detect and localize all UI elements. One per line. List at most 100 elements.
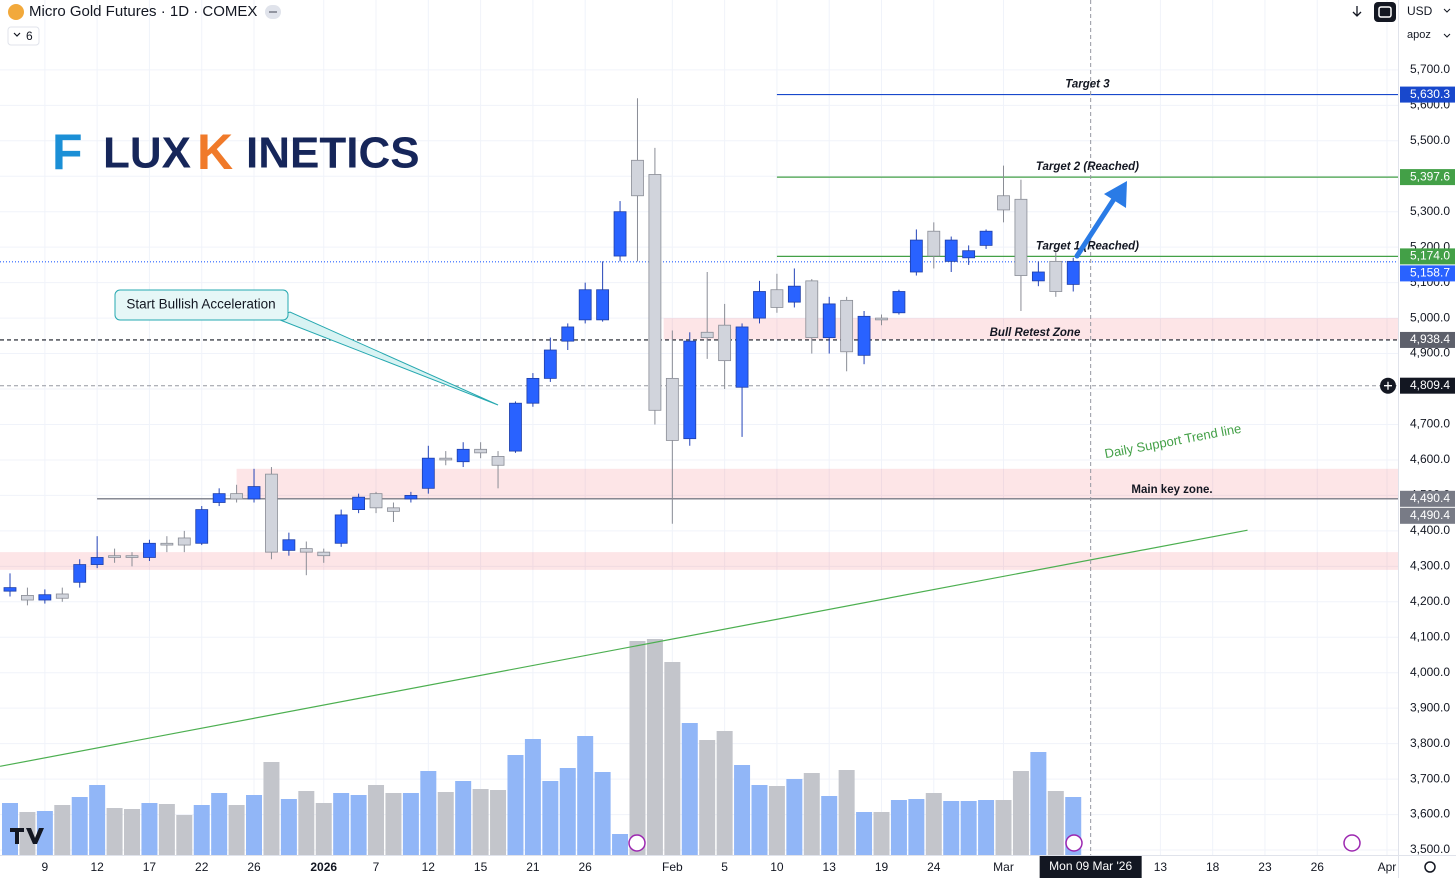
volume-bar	[71, 797, 88, 855]
y-tick-label: 5,300.0	[1410, 204, 1450, 218]
zone	[0, 552, 1398, 570]
candle-body	[509, 402, 522, 452]
event-icon[interactable]	[628, 834, 646, 852]
indicator-count: 6	[26, 29, 33, 43]
candle	[317, 548, 331, 563]
candle-body	[753, 291, 766, 319]
candle	[421, 445, 435, 494]
candle-body	[1049, 260, 1063, 292]
volume-bar	[1030, 752, 1047, 855]
volume-bar	[402, 793, 419, 855]
candle	[700, 271, 714, 359]
candle-body	[770, 289, 784, 308]
volume-bar	[838, 770, 855, 855]
volume-bar	[803, 773, 820, 855]
candle	[125, 552, 139, 567]
candle-body	[665, 377, 679, 441]
volume-bar	[472, 789, 489, 855]
trend-line	[0, 529, 1248, 767]
account[interactable]: apoz	[1407, 29, 1431, 41]
volume-bar	[106, 808, 123, 855]
candle	[1066, 257, 1080, 292]
candle-body	[177, 537, 191, 546]
volume-bar	[228, 805, 245, 855]
volume-bar	[751, 785, 768, 855]
candle	[299, 541, 313, 576]
volume-bar	[124, 809, 141, 855]
volume-bar	[54, 805, 71, 855]
volume-bar	[786, 779, 803, 855]
y-tick-label: 4,100.0	[1410, 629, 1450, 643]
event-icons	[628, 834, 1361, 852]
y-tick-label: 4,200.0	[1410, 594, 1450, 608]
volume-bar	[821, 796, 838, 855]
volume-bar	[646, 639, 663, 855]
download-icon[interactable]	[1352, 6, 1362, 17]
candle	[561, 323, 575, 351]
candle	[805, 279, 819, 354]
candle-body	[491, 456, 505, 466]
volume-bar	[350, 795, 367, 855]
x-tick-label: 7	[373, 860, 380, 874]
y-tick-label: 4,400.0	[1410, 523, 1450, 537]
candle	[631, 98, 644, 262]
price-label-bg	[1400, 248, 1455, 265]
candle-body	[3, 587, 17, 592]
candle-body	[334, 514, 348, 544]
symbol-title: Micro Gold Futures · 1D · COMEX	[29, 3, 257, 20]
volume-bar	[960, 801, 977, 855]
volume-bar	[437, 792, 454, 855]
volume-bar	[158, 804, 175, 855]
candle-body	[1066, 260, 1080, 285]
candle-body	[700, 331, 714, 339]
candle-body	[143, 542, 156, 558]
volume-bar	[141, 803, 158, 855]
x-tick-label: 2026	[310, 860, 337, 874]
logo-k: K	[197, 124, 233, 180]
candle-body	[1031, 271, 1045, 282]
volume	[2, 639, 1082, 855]
volume-bar	[873, 812, 890, 855]
price-label: 5,158.7	[1410, 266, 1450, 280]
candle	[474, 442, 488, 459]
x-tick-label: 26	[1311, 860, 1325, 874]
y-tick-label: 4,700.0	[1410, 417, 1450, 431]
level-label: Target 1 (Reached)	[1036, 240, 1139, 252]
event-icon[interactable]	[1065, 834, 1083, 852]
indicator-toggle[interactable]	[7, 26, 40, 46]
plus-icon	[1384, 381, 1392, 390]
x-tick-label: 19	[875, 860, 889, 874]
event-icon[interactable]	[1343, 834, 1361, 852]
screenshot-button[interactable]	[1374, 2, 1396, 22]
settings-icon[interactable]	[1424, 861, 1436, 873]
candle-body	[892, 291, 906, 314]
level-label: Target 3	[1065, 79, 1110, 91]
volume-bar	[629, 641, 646, 855]
candle	[456, 442, 470, 468]
volume-bar	[542, 781, 559, 855]
y-tick-label: 3,600.0	[1410, 807, 1450, 821]
candle-body	[613, 211, 627, 257]
volume-bar	[193, 805, 210, 855]
y-tick-label: 4,300.0	[1410, 559, 1450, 573]
candle-body	[90, 557, 104, 565]
candle	[735, 323, 749, 437]
candle-body	[526, 377, 540, 404]
candle	[927, 222, 941, 269]
x-tick-label: 18	[1206, 860, 1220, 874]
candle-body	[840, 299, 854, 353]
candle	[55, 587, 69, 602]
volume-bar	[978, 800, 995, 855]
currency[interactable]: USD	[1407, 4, 1433, 18]
levels	[0, 0, 1398, 855]
x-tick-label: 12	[422, 860, 436, 874]
zone-label: Bull Retest Zone	[990, 327, 1081, 339]
candle	[543, 337, 557, 382]
x-tick-label: 24	[927, 860, 941, 874]
candle	[212, 488, 226, 507]
volume-bar	[1047, 791, 1064, 855]
y-tick-label: 4,900.0	[1410, 346, 1450, 360]
chevron	[13, 32, 21, 37]
volume-bar	[315, 803, 332, 855]
candle	[875, 314, 888, 326]
